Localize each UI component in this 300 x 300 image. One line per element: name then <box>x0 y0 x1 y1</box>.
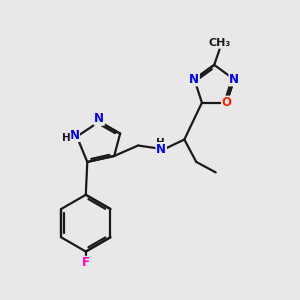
Text: H: H <box>156 138 165 148</box>
Text: H: H <box>62 133 71 143</box>
Text: N: N <box>70 129 80 142</box>
Text: N: N <box>156 142 166 156</box>
Text: F: F <box>82 256 90 269</box>
Text: N: N <box>189 73 199 86</box>
Text: CH₃: CH₃ <box>208 38 231 48</box>
Text: N: N <box>229 73 239 86</box>
Text: O: O <box>221 96 232 109</box>
Text: N: N <box>94 112 104 125</box>
